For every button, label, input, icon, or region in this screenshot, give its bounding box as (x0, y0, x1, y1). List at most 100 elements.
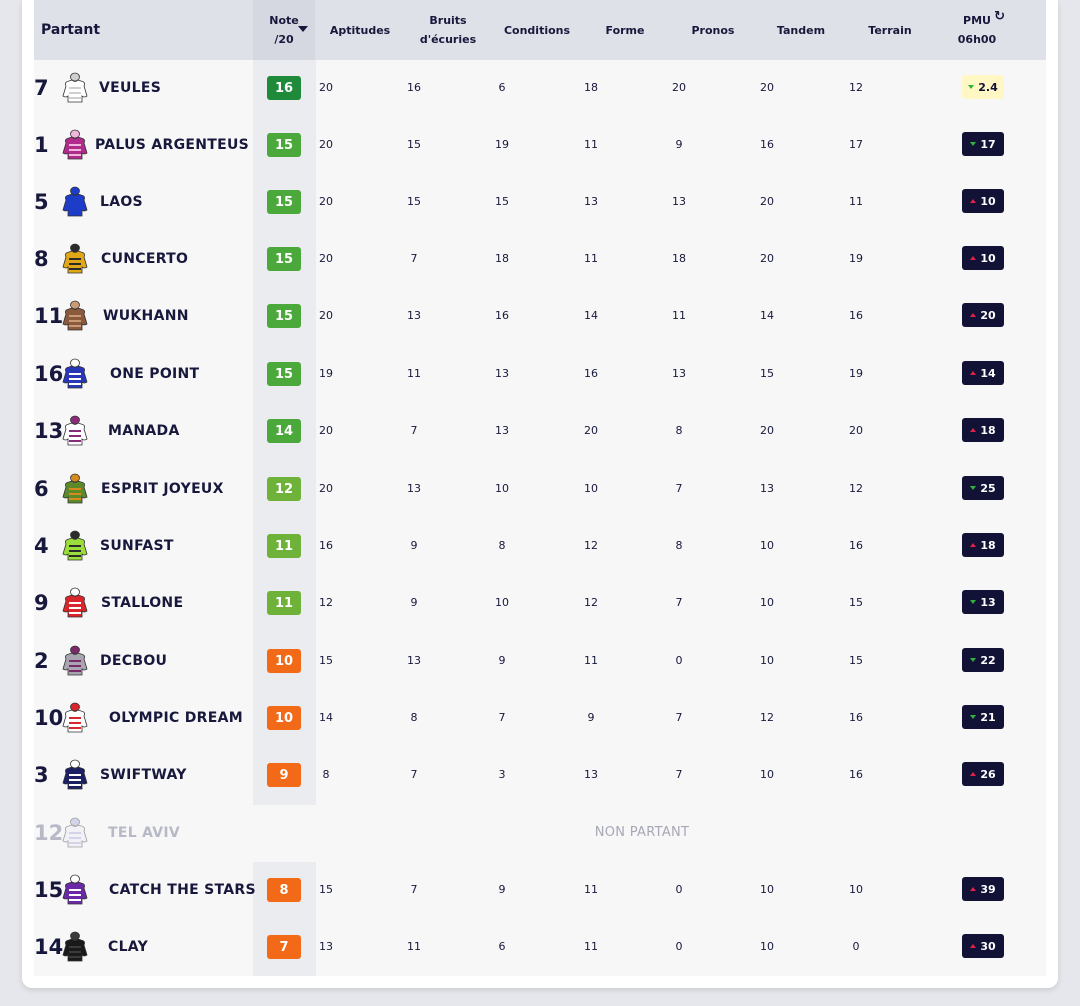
table-row[interactable]: 7 VEULES 16 20 16 6 18 20 20 12 2.4 (34, 59, 1046, 116)
forme-score: 11 (584, 940, 598, 953)
note-badge: 7 (267, 935, 301, 959)
note-badge: 12 (267, 477, 301, 501)
jockey-silk-icon (60, 759, 90, 791)
runner-name[interactable]: LAOS (100, 193, 143, 210)
pmu-odds-badge[interactable]: 2.4 (962, 75, 1004, 99)
table-row[interactable]: 3 SWIFTWAY 9 8 7 3 13 7 10 16 26 (34, 746, 1046, 803)
runner-name[interactable]: ESPRIT JOYEUX (101, 480, 224, 497)
table-row[interactable]: 10 OLYMPIC DREAM 10 14 8 7 9 7 12 16 21 (34, 689, 1046, 746)
pronos-score: 18 (672, 252, 686, 265)
table-row[interactable]: 15 CATCH THE STARS 8 15 7 9 11 0 10 10 39 (34, 861, 1046, 918)
pmu-odds-value: 22 (980, 653, 996, 667)
runner-name[interactable]: OLYMPIC DREAM (109, 709, 243, 726)
pmu-odds-badge[interactable]: 10 (962, 189, 1004, 213)
pmu-odds-badge[interactable]: 18 (962, 418, 1004, 442)
tandem-score: 14 (760, 309, 774, 322)
pronos-score: 0 (675, 654, 683, 667)
pronos-score: 0 (675, 940, 683, 953)
forme-score: 11 (584, 252, 598, 265)
table-row[interactable]: 4 SUNFAST 11 16 9 8 12 8 10 16 18 (34, 517, 1046, 574)
header-note[interactable]: Note /20 (253, 0, 315, 60)
runner-name[interactable]: SWIFTWAY (100, 766, 187, 783)
runner-number: 10 (34, 705, 64, 730)
pmu-odds-value: 2.4 (978, 80, 998, 94)
bruits-score: 7 (410, 883, 418, 896)
table-row[interactable]: 1 PALUS ARGENTEUS 15 20 15 19 11 9 16 17 17 (34, 116, 1046, 173)
runner-name[interactable]: PALUS ARGENTEUS (95, 136, 250, 153)
table-row[interactable]: 11 WUKHANN 15 20 13 16 14 11 14 16 20 (34, 287, 1046, 344)
table-row[interactable]: 2 DECBOU 10 15 13 9 11 0 10 15 22 (34, 632, 1046, 689)
header-forme[interactable]: Forme (595, 0, 655, 60)
runner-name[interactable]: SUNFAST (100, 537, 174, 554)
refresh-icon[interactable]: ↻ (994, 9, 1005, 24)
table-row[interactable]: 14 CLAY 7 13 11 6 11 0 10 0 30 (34, 918, 1046, 975)
table-row[interactable]: 5 LAOS 15 20 15 15 13 13 20 11 10 (34, 173, 1046, 230)
runner-name[interactable]: ONE POINT (110, 365, 200, 382)
runner-name[interactable]: CLAY (108, 938, 149, 955)
runner-name[interactable]: VEULES (99, 79, 162, 96)
header-partant[interactable]: Partant (41, 0, 161, 60)
header-pronos[interactable]: Pronos (683, 0, 743, 60)
runner-name[interactable]: DECBOU (100, 652, 168, 669)
aptitudes-score: 12 (319, 596, 333, 609)
runner-number: 9 (34, 590, 49, 615)
bruits-score: 9 (410, 596, 418, 609)
runners-table (34, 0, 1046, 976)
table-row[interactable]: 12 TEL AVIV NON PARTANT (34, 804, 1046, 861)
pmu-odds-badge[interactable]: 17 (962, 132, 1004, 156)
terrain-score: 16 (849, 309, 863, 322)
header-pmu-label: PMU ↻ (963, 9, 1005, 30)
pmu-odds-value: 10 (980, 251, 996, 265)
tandem-score: 16 (760, 138, 774, 151)
runner-number: 8 (34, 246, 49, 271)
pmu-odds-badge[interactable]: 18 (962, 533, 1004, 557)
terrain-score: 12 (849, 482, 863, 495)
header-conditions[interactable]: Conditions (504, 0, 570, 60)
note-badge: 16 (267, 76, 301, 100)
jockey-silk-icon (60, 587, 90, 619)
table-row[interactable]: 9 STALLONE 11 12 9 10 12 7 10 15 13 (34, 574, 1046, 631)
table-row[interactable]: 13 MANADA 14 20 7 13 20 8 20 20 18 (34, 402, 1046, 459)
conditions-score: 16 (495, 309, 509, 322)
note-badge: 15 (267, 133, 301, 157)
pmu-odds-badge[interactable]: 30 (962, 934, 1004, 958)
forme-score: 18 (584, 81, 598, 94)
terrain-score: 15 (849, 654, 863, 667)
pmu-odds-badge[interactable]: 22 (962, 648, 1004, 672)
terrain-score: 17 (849, 138, 863, 151)
pmu-odds-badge[interactable]: 25 (962, 476, 1004, 500)
forme-score: 11 (584, 654, 598, 667)
pmu-odds-badge[interactable]: 20 (962, 303, 1004, 327)
runner-number: 15 (34, 877, 64, 902)
runner-name[interactable]: TEL AVIV (108, 824, 181, 841)
table-row[interactable]: 6 ESPRIT JOYEUX 12 20 13 10 10 7 13 12 25 (34, 460, 1046, 517)
pmu-odds-badge[interactable]: 26 (962, 762, 1004, 786)
header-aptitudes[interactable]: Aptitudes (330, 0, 390, 60)
header-terrain[interactable]: Terrain (860, 0, 920, 60)
header-pmu[interactable]: PMU ↻ 06h00 (947, 0, 1007, 60)
pmu-odds-badge[interactable]: 21 (962, 705, 1004, 729)
header-bruits[interactable]: Bruits d'écuries (418, 0, 478, 60)
header-bruits-label-1: Bruits (429, 14, 467, 27)
runner-name[interactable]: WUKHANN (103, 307, 189, 324)
jockey-silk-icon (60, 186, 90, 218)
forme-score: 12 (584, 596, 598, 609)
bruits-score: 15 (407, 195, 421, 208)
runner-name[interactable]: CUNCERTO (101, 250, 189, 267)
conditions-score: 18 (495, 252, 509, 265)
table-row[interactable]: 8 CUNCERTO 15 20 7 18 11 18 20 19 10 (34, 230, 1046, 287)
table-row[interactable]: 16 ONE POINT 15 19 11 13 16 13 15 19 14 (34, 345, 1046, 402)
runner-name[interactable]: STALLONE (101, 594, 184, 611)
jockey-silk-icon (60, 72, 90, 104)
header-tandem[interactable]: Tandem (771, 0, 831, 60)
pmu-odds-badge[interactable]: 10 (962, 246, 1004, 270)
terrain-score: 19 (849, 367, 863, 380)
pmu-odds-badge[interactable]: 13 (962, 590, 1004, 614)
note-badge: 15 (267, 362, 301, 386)
runner-name[interactable]: MANADA (108, 422, 180, 439)
pmu-odds-badge[interactable]: 39 (962, 877, 1004, 901)
bruits-score: 13 (407, 482, 421, 495)
runner-number: 16 (34, 361, 64, 386)
runner-name[interactable]: CATCH THE STARS (109, 881, 256, 898)
pmu-odds-badge[interactable]: 14 (962, 361, 1004, 385)
